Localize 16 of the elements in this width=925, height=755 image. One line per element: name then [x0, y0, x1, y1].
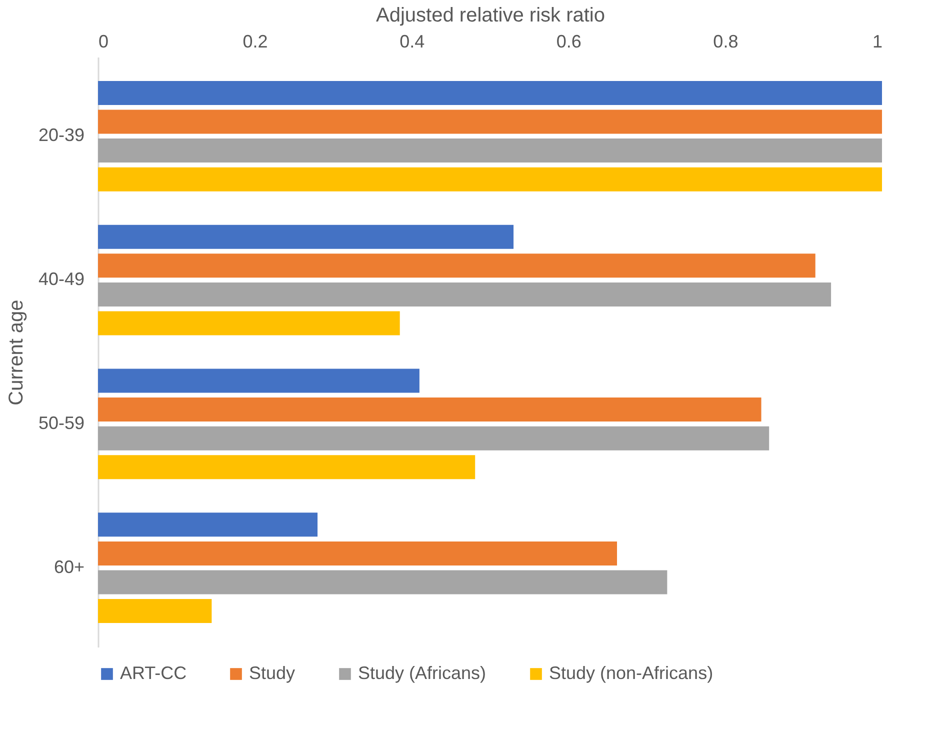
y-tick-label: 20-39: [38, 125, 84, 146]
legend-label: Study (non-Africans): [549, 663, 714, 683]
x-axis-title: Adjusted relative risk ratio: [376, 4, 605, 26]
x-tick-label: 0.4: [400, 32, 425, 52]
x-tick-label: 0.8: [713, 32, 738, 52]
y-axis-title: Current age: [5, 300, 28, 406]
x-tick-label: 0.6: [556, 32, 582, 52]
x-tick-label: 0.2: [242, 32, 268, 52]
legend-label: ART-CC: [120, 663, 187, 683]
x-tick-label: 1: [872, 32, 882, 52]
legend-label: Study (Africans): [358, 663, 486, 683]
y-tick-label: 40-49: [38, 269, 84, 290]
legend-label: Study: [249, 663, 296, 683]
x-tick-label: 0: [98, 32, 109, 52]
y-tick-label: 50-59: [38, 412, 84, 433]
y-tick-label: 60+: [54, 556, 84, 577]
